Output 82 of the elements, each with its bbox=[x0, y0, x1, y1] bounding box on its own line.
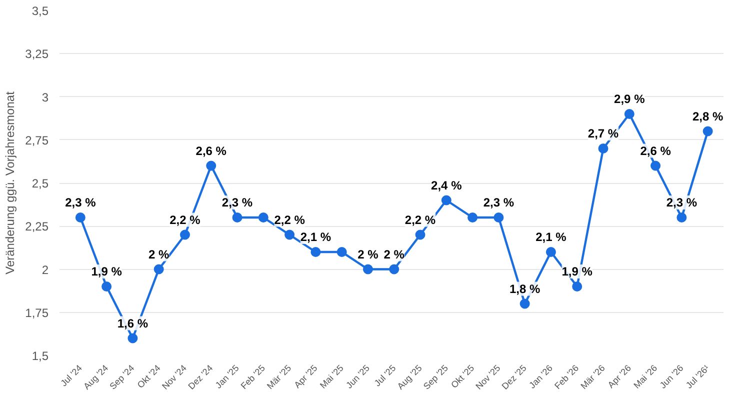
x-tick-label: Jan '25 bbox=[213, 362, 241, 390]
data-label: 2,6 % bbox=[640, 144, 672, 158]
x-tick-label: Mai '25 bbox=[318, 362, 346, 390]
y-tick-label: 1,75 bbox=[25, 306, 49, 320]
x-tick-label: Sep '25 bbox=[421, 362, 450, 392]
y-tick-label: 1,5 bbox=[32, 349, 49, 363]
point bbox=[650, 160, 661, 171]
point bbox=[441, 195, 452, 206]
y-axis-title: Veränderung ggü. Vorjahresmonat bbox=[3, 90, 18, 274]
x-tick-label: Sep '24 bbox=[108, 362, 136, 392]
point bbox=[336, 247, 347, 257]
x-tick-label: Okt '24 bbox=[135, 362, 162, 390]
point bbox=[362, 264, 373, 274]
point bbox=[206, 160, 216, 171]
y-tick-label: 2,25 bbox=[25, 220, 49, 234]
x-tick-label: Apr '25 bbox=[292, 362, 320, 390]
data-label: 2,3 % bbox=[666, 196, 698, 210]
x-tick-label: Mär '26 bbox=[578, 362, 607, 392]
point bbox=[702, 126, 713, 136]
y-tick-label: 3 bbox=[42, 90, 49, 104]
point bbox=[598, 144, 608, 154]
x-tick-label: Feb '25 bbox=[238, 362, 267, 392]
y-tick-label: 2,5 bbox=[32, 176, 49, 190]
data-label: 2 % bbox=[358, 247, 379, 262]
point bbox=[572, 282, 582, 292]
data-label: 2,3 % bbox=[483, 196, 514, 210]
x-tick-label: Mär '25 bbox=[264, 362, 294, 392]
y-tick-label: 3,25 bbox=[25, 47, 49, 62]
data-label: 2,3 % bbox=[222, 196, 253, 210]
data-label: 1,9 % bbox=[91, 264, 122, 278]
x-tick-label: Jul '26¹ bbox=[684, 362, 712, 390]
point bbox=[232, 212, 242, 222]
point bbox=[310, 247, 321, 257]
point bbox=[389, 264, 400, 274]
point bbox=[128, 333, 138, 344]
x-tick-label: Jun '25 bbox=[344, 362, 372, 390]
x-tick-label: Apr '26 bbox=[606, 362, 633, 390]
point bbox=[468, 212, 478, 222]
point bbox=[494, 212, 504, 222]
x-tick-label: Dez '24 bbox=[186, 362, 215, 392]
point bbox=[284, 230, 295, 240]
x-tick-label: Jan '26 bbox=[527, 362, 555, 390]
y-tick-label: 3,5 bbox=[32, 4, 49, 18]
data-label: 2,2 % bbox=[274, 212, 306, 227]
point bbox=[258, 212, 268, 222]
data-label: 2,1 % bbox=[300, 230, 332, 244]
x-tick-label: Okt '25 bbox=[449, 362, 476, 390]
data-label: 1,6 % bbox=[117, 316, 148, 330]
point bbox=[676, 212, 687, 222]
data-label: 2,9 % bbox=[614, 92, 646, 106]
point bbox=[75, 212, 86, 222]
point bbox=[624, 109, 634, 119]
data-label: 2 % bbox=[384, 247, 405, 262]
y-tick-label: 2,75 bbox=[25, 133, 49, 148]
y-tick-label: 2 bbox=[42, 262, 49, 277]
data-label: 2,8 % bbox=[692, 109, 724, 124]
x-tick-label: Nov '25 bbox=[474, 362, 502, 392]
x-tick-label: Mai '26 bbox=[632, 362, 660, 390]
point bbox=[546, 247, 556, 257]
x-tick-label: Dez '25 bbox=[500, 362, 528, 392]
data-label: 2,7 % bbox=[588, 126, 619, 140]
x-tick-label: Jun '26 bbox=[658, 362, 686, 390]
data-label: 2,2 % bbox=[404, 212, 436, 227]
data-label: 2,1 % bbox=[536, 230, 567, 244]
x-tick-label: Jul '25 bbox=[372, 362, 398, 388]
x-tick-label: Aug '24 bbox=[82, 362, 110, 392]
point bbox=[154, 264, 164, 274]
x-tick-label: Jul '24 bbox=[58, 362, 84, 388]
point bbox=[415, 230, 426, 240]
point bbox=[102, 282, 112, 292]
x-tick-label: Aug '25 bbox=[395, 362, 424, 392]
data-label: 1,8 % bbox=[509, 282, 540, 296]
x-tick-label: Nov '24 bbox=[160, 362, 189, 392]
data-label: 2,3 % bbox=[65, 196, 96, 210]
data-label: 1,9 % bbox=[562, 264, 593, 278]
data-label: 2,2 % bbox=[170, 212, 201, 227]
data-label: 2,6 % bbox=[196, 144, 227, 158]
point bbox=[180, 230, 190, 240]
x-tick-label: Feb '26 bbox=[552, 362, 581, 392]
point bbox=[520, 298, 530, 309]
data-label: 2,4 % bbox=[431, 178, 462, 192]
data-label: 2 % bbox=[148, 247, 170, 262]
